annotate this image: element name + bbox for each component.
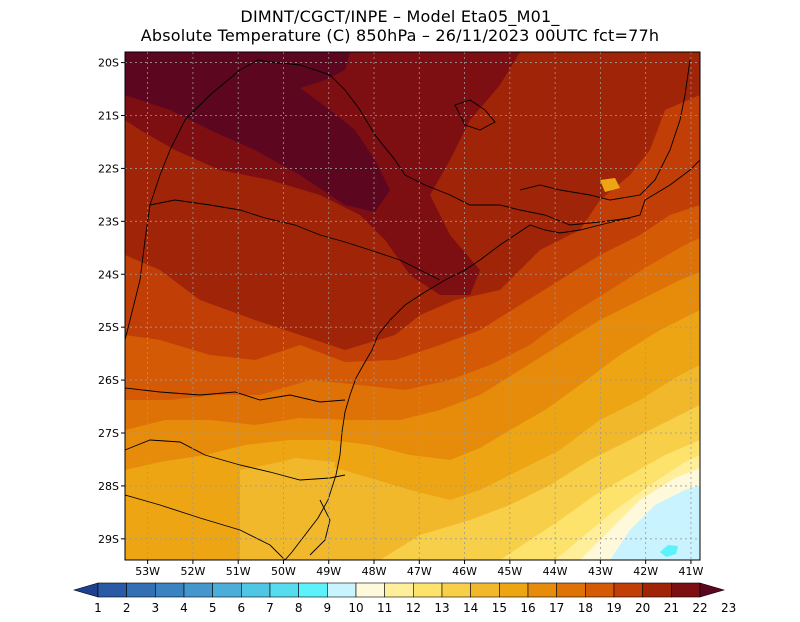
- colorbar-label: 20: [635, 601, 650, 615]
- colorbar-label: 21: [664, 601, 679, 615]
- map-title-line-2: Absolute Temperature (C) 850hPa – 26/11/…: [140, 26, 660, 45]
- colorbar-segment: [413, 582, 443, 598]
- colorbar-label: 6: [238, 601, 246, 615]
- lon-label: 42W: [633, 565, 658, 578]
- colorbar-label: 1: [94, 601, 102, 615]
- colorbar-segment: [441, 582, 471, 598]
- colorbar-label: 2: [123, 601, 131, 615]
- state-border-pr-sc: [125, 387, 346, 403]
- contour-10: [610, 485, 700, 560]
- colorbar-label: 22: [692, 601, 707, 615]
- lon-label: 44W: [543, 565, 568, 578]
- lat-label: 27S: [98, 427, 119, 440]
- colorbar-label: 9: [324, 601, 332, 615]
- lon-label: 48W: [362, 565, 387, 578]
- colorbar-label: 16: [520, 601, 535, 615]
- temperature-field: [125, 52, 700, 560]
- colorbar-label: 10: [348, 601, 363, 615]
- colorbar-label: 17: [549, 601, 564, 615]
- colorbar-label: 11: [377, 601, 392, 615]
- graticule: [125, 52, 700, 560]
- map-title-line-1: DIMNT/CGCT/INPE – Model Eta05_M01_: [240, 7, 560, 26]
- colorbar-segment: [269, 582, 299, 598]
- colorbar-label: 13: [434, 601, 449, 615]
- lat-label: 23S: [98, 215, 119, 228]
- lon-label: 51W: [226, 565, 251, 578]
- lat-label: 25S: [98, 321, 119, 334]
- lon-label: 43W: [588, 565, 613, 578]
- reservoir-outline: [454, 99, 496, 131]
- coastlines-and-borders: [125, 59, 700, 560]
- colorbar-segment: [585, 582, 615, 598]
- contour-17-spot: [600, 178, 620, 192]
- colorbar-segment: [470, 582, 500, 598]
- border-pr-west: [125, 204, 151, 341]
- colorbar-segment: [355, 582, 385, 598]
- lon-label: 50W: [271, 565, 296, 578]
- colorbar-segment: [613, 582, 643, 598]
- colorbar-label: 23: [721, 601, 736, 615]
- colorbar-arrow-high: [699, 582, 726, 598]
- colorbar-label: 18: [578, 601, 593, 615]
- colorbar-segment: [126, 582, 156, 598]
- state-border-sc-rs: [125, 439, 346, 481]
- lon-label: 52W: [180, 565, 205, 578]
- colorbar-segment: [183, 582, 213, 598]
- colorbar-segment: [499, 582, 529, 598]
- state-border-sp-mg: [257, 59, 631, 226]
- lon-label: 45W: [497, 565, 522, 578]
- latitude-labels: 20S 21S 22S 23S 24S 25S 26S 27S 28S 29S: [98, 57, 125, 546]
- colorbar-label: 4: [180, 601, 188, 615]
- colorbar-segment: [212, 582, 242, 598]
- colorbar-label: 12: [406, 601, 421, 615]
- colorbar-label: 14: [463, 601, 478, 615]
- colorbar-segment: [327, 582, 357, 598]
- contour-9-spot: [660, 545, 678, 557]
- colorbar-segment: [298, 582, 328, 598]
- colorbar-segment: [241, 582, 271, 598]
- border-rs-west: [125, 494, 286, 560]
- colorbar-segment: [527, 582, 557, 598]
- lon-label: 47W: [407, 565, 432, 578]
- colorbar-segment: [642, 582, 672, 598]
- lon-label: 46W: [452, 565, 477, 578]
- colorbar-segment: [556, 582, 586, 598]
- colorbar-label: 15: [492, 601, 507, 615]
- lon-label: 41W: [679, 565, 704, 578]
- colorbar: 1 2 3 4 5 6 7 8 9 10 11 12 13 14 15 16 17 18 19 20 21 22 23: [72, 582, 736, 615]
- colorbar-label: 5: [209, 601, 217, 615]
- colorbar-segment: [384, 582, 414, 598]
- state-border-pr-sp: [149, 199, 441, 281]
- map-frame: [124, 51, 701, 561]
- colorbar-label: 7: [266, 601, 274, 615]
- colorbar-label: 8: [295, 601, 303, 615]
- lat-label: 22S: [98, 162, 119, 175]
- border-ms-sp: [149, 59, 259, 206]
- lon-label: 49W: [316, 565, 341, 578]
- colorbar-segment: [671, 582, 701, 598]
- lon-label: 53W: [135, 565, 160, 578]
- longitude-labels: 53W 52W 51W 50W 49W 48W 47W 46W 45W 44W 43W 42W 41W: [135, 560, 704, 578]
- colorbar-label: 19: [606, 601, 621, 615]
- colorbar-segment: [97, 582, 127, 598]
- colorbar-segment: [155, 582, 185, 598]
- lat-label: 20S: [98, 57, 119, 70]
- lagoon-outline: [309, 499, 331, 556]
- lat-label: 24S: [98, 268, 119, 281]
- state-border-mg-rj: [519, 59, 691, 201]
- lat-label: 29S: [98, 533, 119, 546]
- colorbar-label: 3: [152, 601, 160, 615]
- lat-label: 21S: [98, 110, 119, 123]
- lat-label: 28S: [98, 480, 119, 493]
- contour-23: [125, 52, 390, 212]
- colorbar-arrow-low: [72, 582, 99, 598]
- coastline: [284, 159, 700, 560]
- lat-label: 26S: [98, 374, 119, 387]
